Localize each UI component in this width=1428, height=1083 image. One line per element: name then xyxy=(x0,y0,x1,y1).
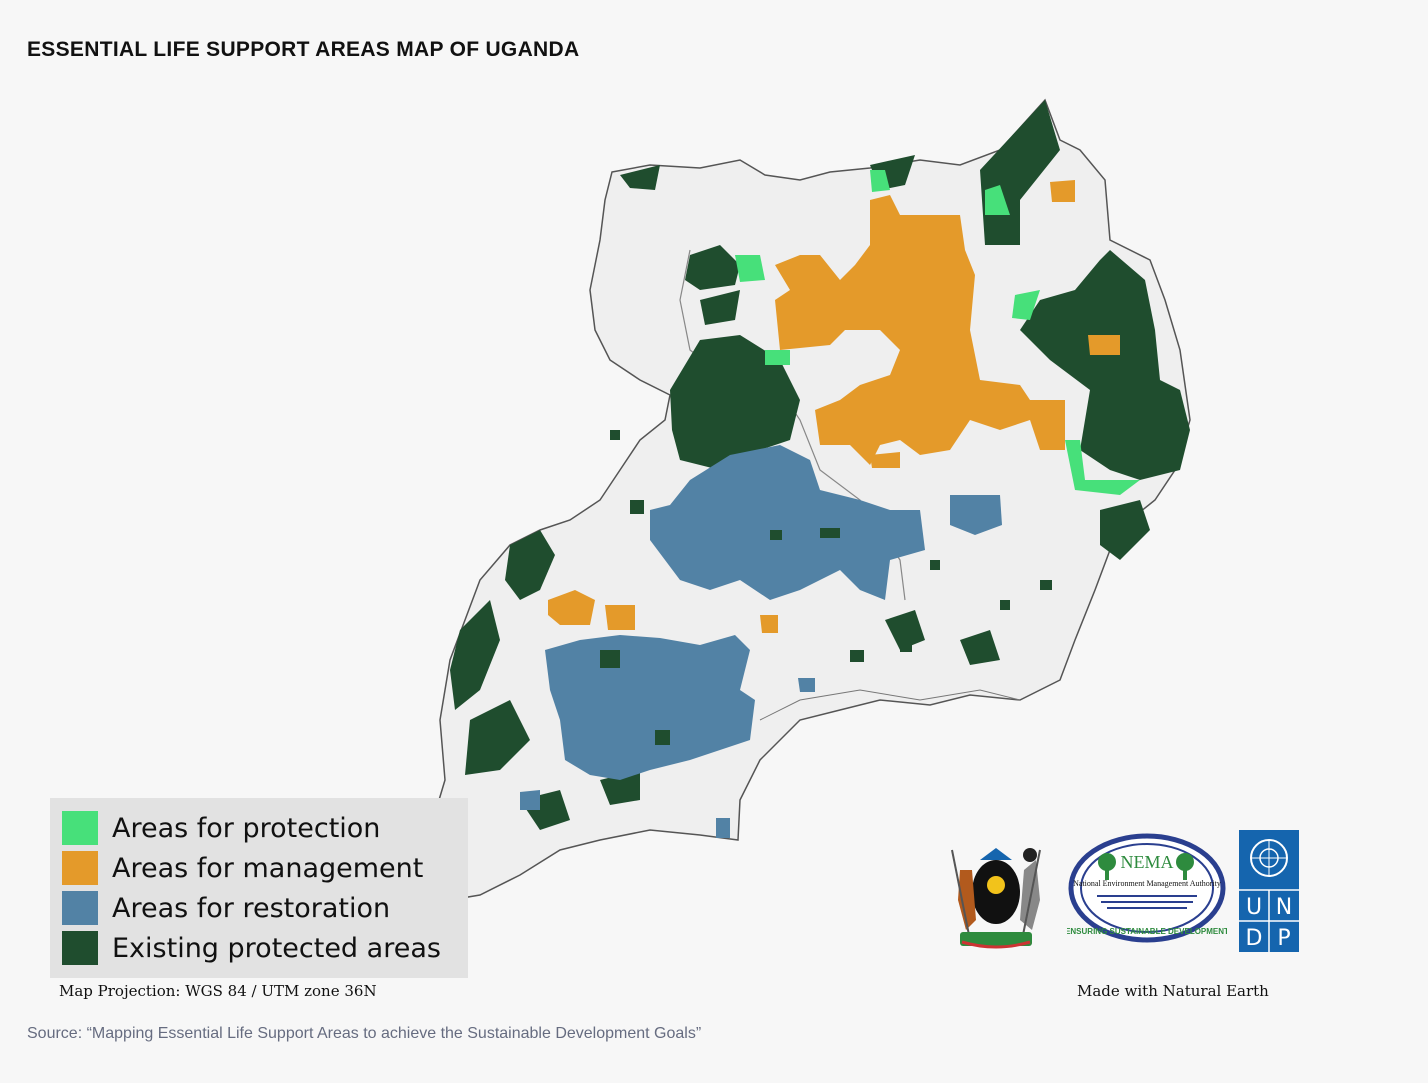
legend-label: Areas for protection xyxy=(112,812,381,844)
protection-areas xyxy=(735,170,1140,495)
natural-earth-credit: Made with Natural Earth xyxy=(1077,982,1269,1000)
svg-text:ENSURING SUSTAINABLE DEVELOPME: ENSURING SUSTAINABLE DEVELOPMENT xyxy=(1067,927,1227,936)
uganda-coat-of-arms-icon xyxy=(951,848,1041,949)
map-speckle xyxy=(600,430,1052,745)
legend-swatch-protection xyxy=(62,811,98,845)
legend-item-protection: Areas for protection xyxy=(62,808,380,848)
undp-logo-icon: U N D P xyxy=(1239,830,1299,952)
legend-item-restoration: Areas for restoration xyxy=(62,888,390,928)
map-legend: Areas for protection Areas for managemen… xyxy=(50,798,468,978)
legend-swatch-management xyxy=(62,851,98,885)
svg-text:D: D xyxy=(1246,926,1263,951)
map-projection-note: Map Projection: WGS 84 / UTM zone 36N xyxy=(59,982,377,1000)
legend-swatch-restoration xyxy=(62,891,98,925)
management-areas xyxy=(548,180,1120,633)
legend-label: Areas for management xyxy=(112,852,424,884)
nema-logo-icon: NEMA National Environment Management Aut… xyxy=(1067,833,1227,943)
source-note: Source: “Mapping Essential Life Support … xyxy=(27,1025,702,1042)
svg-text:P: P xyxy=(1277,926,1290,951)
legend-label: Existing protected areas xyxy=(112,932,441,964)
legend-swatch-protected xyxy=(62,931,98,965)
map-title: ESSENTIAL LIFE SUPPORT AREAS MAP OF UGAN… xyxy=(27,38,580,61)
legend-item-protected: Existing protected areas xyxy=(62,928,441,968)
lake-shoreline xyxy=(759,689,1021,721)
legend-label: Areas for restoration xyxy=(112,892,391,924)
legend-item-management: Areas for management xyxy=(62,848,423,888)
svg-text:N: N xyxy=(1276,895,1292,920)
restoration-areas xyxy=(520,445,1002,838)
svg-text:U: U xyxy=(1246,895,1262,920)
svg-text:National Environment Managemen: National Environment Management Authorit… xyxy=(1073,879,1221,888)
svg-text:NEMA: NEMA xyxy=(1121,852,1174,872)
